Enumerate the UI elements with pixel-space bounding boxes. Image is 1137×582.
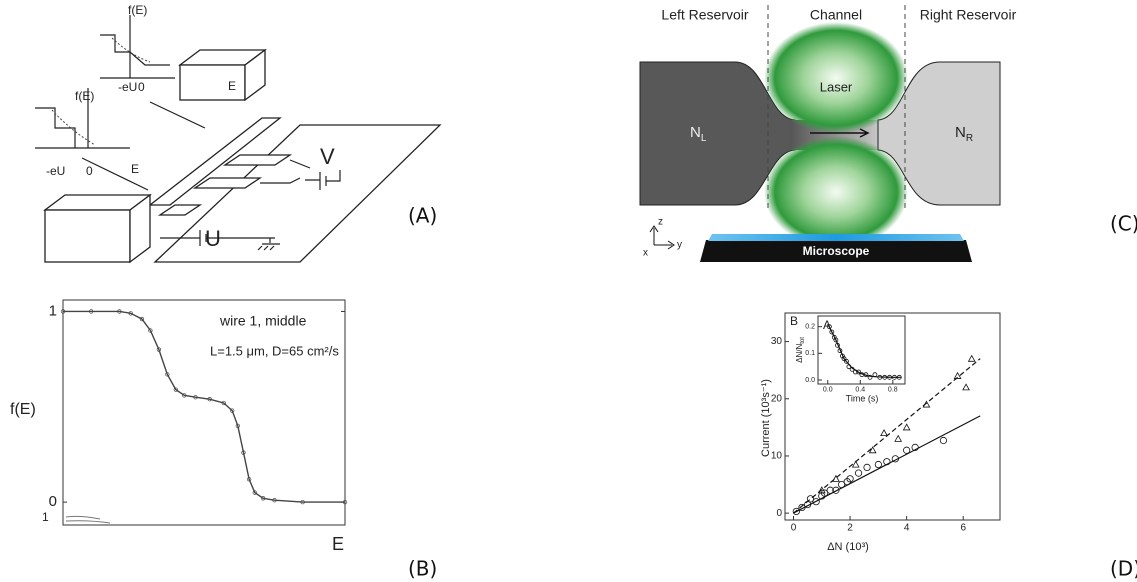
figure: f(E) f(E) -eU 0 E -eU 0 E V U (A) 1 (B) … — [0, 0, 1137, 582]
substrate — [155, 125, 440, 262]
y-tick-label: 20 — [771, 393, 783, 404]
y-tick-label: 10 — [771, 451, 783, 462]
label-text: N — [955, 124, 966, 141]
x-tick-label: 0.8 — [888, 386, 898, 393]
y-tick-label: 0.1 — [805, 350, 815, 357]
annotation: f(E) — [75, 89, 94, 103]
trace — [66, 516, 110, 523]
y-axis-label: f(E) — [10, 401, 36, 418]
data-point — [940, 437, 946, 443]
y-tick-label: 0 — [776, 508, 782, 519]
x-tick-label: 0 — [791, 523, 797, 534]
data-point — [963, 384, 969, 390]
annotation: V — [320, 144, 335, 169]
data-point — [903, 447, 909, 453]
panel-c: Left Reservoir Channel Right Reservoir L… — [640, 5, 1137, 262]
panel-label: (D) — [1110, 557, 1137, 581]
x-axis-label: ΔN (10³) — [827, 541, 869, 553]
y-tick-label: 0.0 — [805, 377, 815, 384]
annotation: U — [205, 226, 221, 251]
label-text: N — [690, 124, 701, 141]
wire-end — [160, 205, 200, 215]
plot-frame — [63, 300, 345, 525]
label-sub: tot — [800, 337, 806, 344]
data-point — [864, 464, 870, 470]
x-tick-label: 6 — [960, 523, 966, 534]
y-tick-label: 0 — [49, 493, 57, 510]
panel-sublabel: B — [790, 314, 798, 328]
label-sub: R — [966, 133, 973, 144]
panel-b: 1 (B) — [42, 300, 437, 581]
data-point — [969, 356, 975, 362]
region-label: Channel — [810, 7, 862, 23]
annotation: -eU — [118, 80, 137, 94]
data-point — [855, 470, 861, 476]
y-axis-label: Current (10³s⁻¹) — [760, 379, 772, 457]
panel-label: (B) — [408, 557, 437, 581]
y-tick-label: 0.2 — [805, 324, 815, 331]
y-tick-label: 1 — [49, 302, 57, 319]
x-axis-label: Time (s) — [846, 393, 879, 403]
annotation: f(E) — [128, 3, 147, 17]
annotation: E — [228, 79, 236, 93]
annotation: L=1.5 μm, D=65 cm²/s — [210, 343, 339, 358]
laser-label: Laser — [820, 79, 853, 94]
laser-beam — [764, 136, 908, 248]
microscope-label: Microscope — [803, 244, 870, 258]
axis-label: x — [643, 248, 648, 259]
panel-a: f(E) f(E) -eU 0 E -eU 0 E V U (A) — [35, 3, 440, 262]
panel-sublabel: A — [823, 318, 831, 332]
label-text: ΔN/N — [795, 344, 804, 363]
panel-label: (A) — [408, 204, 437, 228]
tick-label: 1 — [42, 510, 49, 524]
data-point — [875, 461, 881, 467]
x-tick-label: 2 — [847, 523, 853, 534]
y-axis-label: ΔN/Ntot — [795, 337, 805, 363]
inset-curve — [112, 38, 150, 62]
box-left — [45, 210, 130, 262]
data-line — [63, 311, 345, 502]
axis-label: z — [658, 217, 663, 228]
label-sub: L — [701, 133, 707, 144]
data-point — [923, 401, 929, 407]
annotation: 0 — [138, 80, 145, 94]
axes-icon — [650, 226, 674, 249]
annotation: 0 — [86, 164, 93, 178]
data-point — [895, 436, 901, 442]
region-label: Right Reservoir — [920, 7, 1017, 23]
microscope-light — [708, 234, 964, 241]
axis-label: y — [677, 240, 682, 251]
annotation: wire 1, middle — [219, 313, 307, 329]
x-axis-label: E — [332, 534, 344, 554]
region-label: Left Reservoir — [661, 7, 748, 23]
laser-beam — [764, 22, 908, 134]
x-tick-label: 4 — [904, 523, 910, 534]
inset-axes — [100, 15, 175, 78]
y-tick-label: 30 — [771, 336, 783, 347]
annotation: -eU — [46, 164, 65, 178]
panel-label: (C) — [1110, 212, 1137, 236]
x-tick-label: 0.0 — [823, 386, 833, 393]
data-point — [903, 424, 909, 430]
data-point — [881, 430, 887, 436]
annotation: E — [131, 162, 139, 176]
